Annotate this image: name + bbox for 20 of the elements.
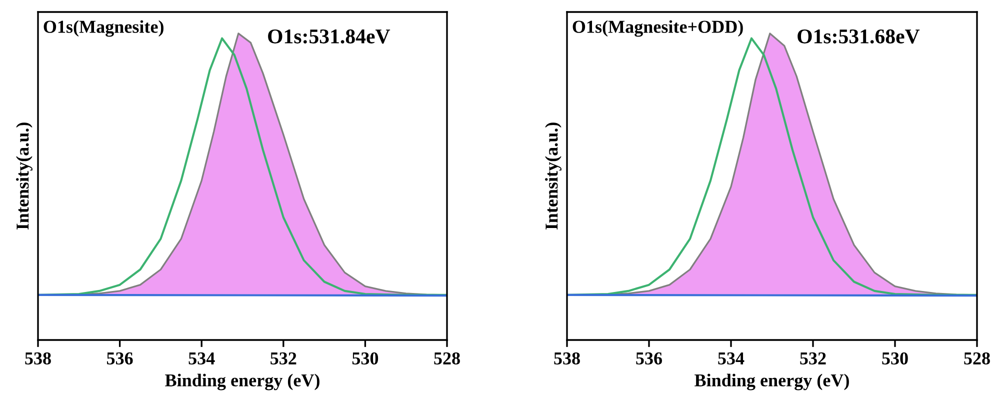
y-axis-title: Intensity(a.u.) — [545, 122, 562, 230]
x-tick-label: 528 — [434, 352, 460, 365]
x-tick-label: 536 — [636, 352, 662, 365]
x-tick-label: 534 — [188, 352, 215, 365]
annotation: O1s:531.68eV — [798, 29, 920, 44]
x-tick-label: 538 — [25, 352, 51, 365]
chart-title: O1s(Magnesite) — [44, 20, 164, 37]
x-tick-label: 532 — [800, 352, 826, 365]
x-tick-label: 530 — [352, 352, 378, 365]
x-tick-label: 528 — [964, 352, 990, 365]
x-tick-label: 530 — [882, 352, 908, 365]
x-axis-title: Binding energy (eV) — [694, 374, 849, 390]
annotation: O1s:531.84eV — [268, 29, 390, 44]
chart-title: O1s(Magnesite+ODD) — [572, 20, 743, 37]
x-tick-label: 536 — [106, 352, 133, 365]
x-tick-label: 532 — [270, 352, 296, 365]
x-tick-label: 538 — [554, 352, 580, 365]
x-axis-title: Binding energy (eV) — [165, 374, 320, 390]
y-axis-title: Intensity(a.u.) — [16, 122, 32, 230]
x-tick-label: 534 — [718, 352, 744, 365]
